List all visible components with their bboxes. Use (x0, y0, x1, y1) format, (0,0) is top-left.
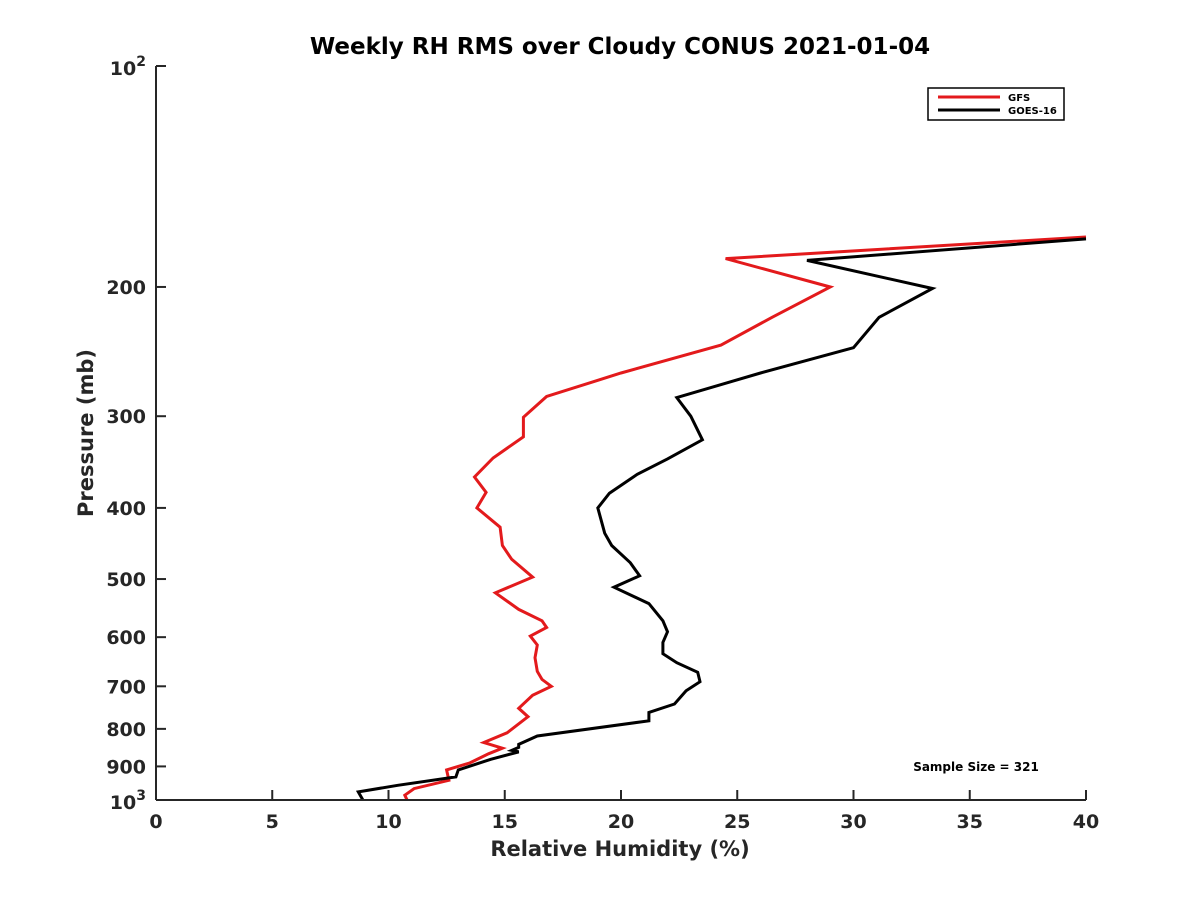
y-tick-label: 800 (106, 719, 146, 741)
chart-title: Weekly RH RMS over Cloudy CONUS 2021-01-… (310, 34, 930, 60)
legend-label-gfs: GFS (1008, 93, 1030, 104)
x-tick-label: 10 (375, 811, 401, 833)
x-axis-label: Relative Humidity (%) (490, 837, 749, 861)
y-tick-label: 500 (106, 569, 146, 591)
y-tick-label: 400 (106, 498, 146, 520)
y-tick-label: 700 (106, 676, 146, 698)
sample-size-annotation: Sample Size = 321 (913, 760, 1039, 774)
plot-lines (355, 235, 1087, 801)
x-tick-label: 0 (149, 811, 162, 833)
y-axis-label: Pressure (mb) (74, 349, 98, 517)
y-tick-label: 600 (106, 627, 146, 649)
legend-label-goes16: GOES-16 (1008, 106, 1057, 117)
y-tick-label: 900 (106, 756, 146, 778)
legend-box (927, 87, 1065, 121)
x-tick-label: 5 (266, 811, 279, 833)
x-tick-label: 15 (492, 811, 518, 833)
x-tick-label: 20 (608, 811, 634, 833)
y-tick-label: 103 (110, 788, 146, 814)
x-tick-label: 25 (724, 811, 750, 833)
series-line-goes16 (355, 237, 1087, 801)
x-ticks: 0 5 10 15 20 25 30 35 40 (149, 790, 1099, 833)
y-tick-label: 102 (110, 54, 146, 80)
y-ticks: 200 300 400 500 600 700 800 900 102 103 (106, 54, 166, 814)
series-line-gfs (402, 235, 1087, 801)
x-tick-label: 35 (957, 811, 983, 833)
x-tick-label: 40 (1073, 811, 1099, 833)
y-tick-label: 300 (106, 406, 146, 428)
legend: GFS GOES-16 (927, 87, 1065, 121)
x-tick-label: 30 (840, 811, 866, 833)
y-tick-label: 200 (106, 277, 146, 299)
